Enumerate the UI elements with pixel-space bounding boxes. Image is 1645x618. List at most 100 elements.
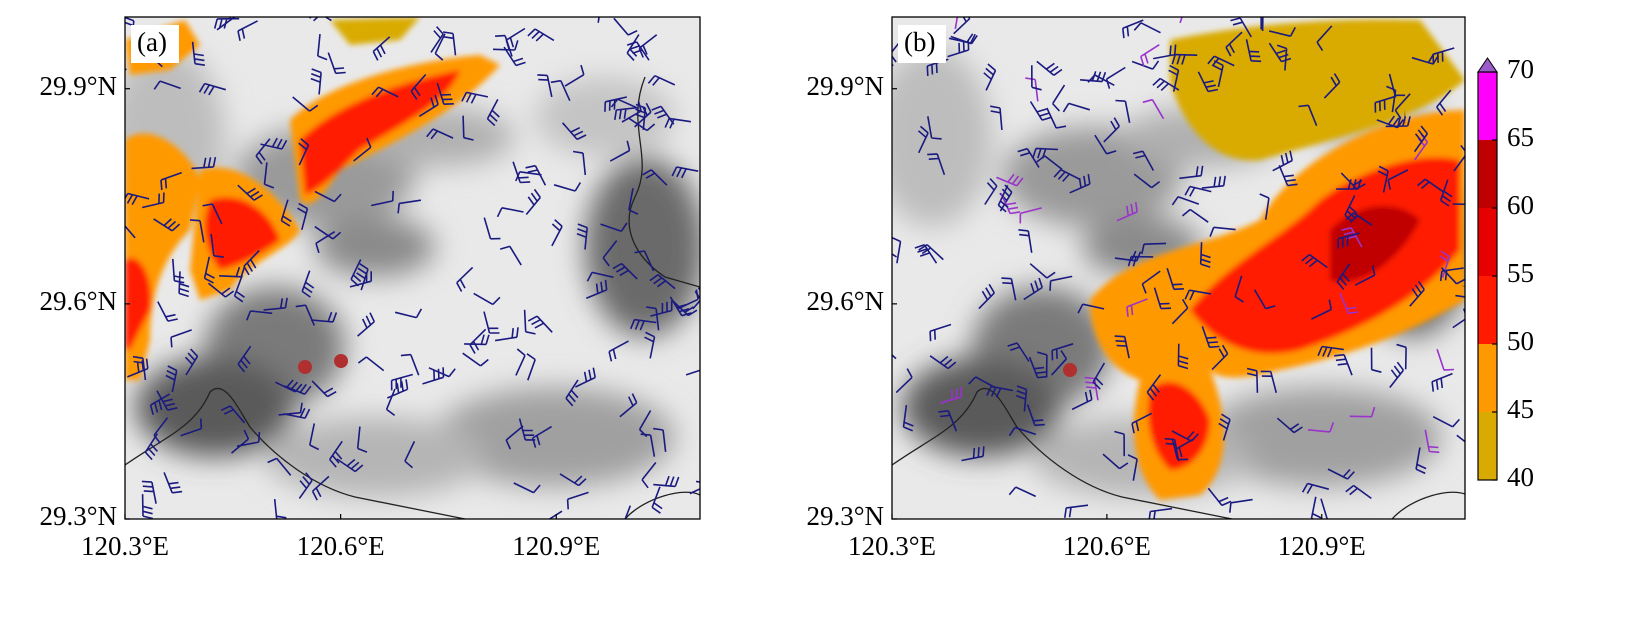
- wind-barb: [314, 225, 342, 240]
- wind-barb: [207, 282, 235, 298]
- wind-barb: [280, 199, 292, 227]
- wind-barb: [191, 156, 217, 170]
- wind-barb: [1317, 345, 1344, 358]
- wind-barb: [1114, 335, 1130, 359]
- wind-barb: [1000, 193, 1021, 215]
- wind-barb: [486, 99, 500, 127]
- wind-barb: [1177, 343, 1189, 370]
- colorbar-segment: [1478, 412, 1497, 480]
- wind-barb: [1416, 178, 1444, 193]
- panel-label: (a): [137, 27, 167, 57]
- wind-barb: [1413, 125, 1429, 153]
- wind-barb: [1132, 150, 1155, 171]
- wind-barb: [461, 91, 489, 104]
- wind-barb: [371, 86, 399, 98]
- wind-barb: [1023, 277, 1043, 301]
- wind-barb: [260, 137, 288, 150]
- wind-barb: [653, 475, 680, 488]
- y-tick-label: 29.9°N: [806, 71, 884, 101]
- wind-barb: [213, 17, 240, 29]
- wind-barb: [219, 266, 246, 278]
- wind-barb: [1053, 168, 1081, 182]
- wind-barb: [1345, 484, 1372, 500]
- wind-barb: [1424, 429, 1440, 454]
- wind-barb: [1316, 25, 1333, 52]
- wind-barb: [948, 33, 976, 44]
- wind-barb: [1025, 77, 1039, 102]
- wind-barb: [634, 103, 647, 130]
- colorbar-segment: [1478, 344, 1497, 412]
- wind-barb: [634, 250, 655, 272]
- wind-barb: [1181, 208, 1209, 223]
- wind-barb: [1387, 169, 1409, 190]
- colorbar-tick-label: 50: [1507, 326, 1534, 356]
- wind-barb: [968, 376, 996, 389]
- wind-barb: [1452, 308, 1465, 329]
- wind-barb: [565, 379, 579, 407]
- wind-barb: [237, 345, 252, 373]
- colorbar-tick-label: 55: [1507, 258, 1534, 288]
- wind-barb: [1133, 22, 1161, 34]
- wind-barb: [1209, 226, 1236, 237]
- wind-barb: [1409, 280, 1425, 307]
- wind-barb: [1260, 17, 1262, 30]
- wind-barb: [1029, 101, 1052, 121]
- wind-barb: [1103, 117, 1120, 143]
- wind-barb: [585, 279, 608, 299]
- wind-barb: [1388, 73, 1406, 97]
- wind-barb: [1229, 498, 1253, 513]
- wind-barb: [210, 233, 224, 258]
- wind-barb: [548, 510, 563, 519]
- wind-barb: [496, 207, 524, 218]
- map-panel: [125, 17, 700, 519]
- wind-barb: [442, 31, 457, 56]
- wind-barb: [1166, 268, 1184, 291]
- wind-barb: [1133, 173, 1161, 189]
- wind-barb: [1301, 253, 1328, 269]
- colorbar-segment: [1478, 208, 1497, 276]
- wind-barb: [1001, 277, 1017, 301]
- wind-barb: [1376, 115, 1404, 129]
- x-tick-label: 120.6°E: [297, 531, 385, 561]
- reflectivity: [1090, 19, 1465, 500]
- wind-barb: [390, 373, 414, 391]
- wind-barb: [353, 137, 372, 162]
- wind-barb: [1278, 164, 1298, 187]
- wind-barb: [537, 74, 553, 98]
- wind-barb: [1268, 27, 1297, 37]
- wind-barb: [1276, 417, 1303, 434]
- wind-barb: [1436, 89, 1452, 116]
- wind-barb: [125, 224, 136, 239]
- wind-barb: [629, 318, 657, 331]
- wind-barb: [559, 473, 587, 487]
- wind-barb: [512, 161, 531, 184]
- wind-barb: [576, 223, 588, 250]
- wind-barb: [1201, 175, 1226, 189]
- wind-barb: [1084, 376, 1099, 401]
- wind-barb: [1131, 412, 1152, 434]
- wind-barb: [202, 203, 223, 225]
- wind-barb: [1008, 426, 1037, 437]
- wind-barb: [518, 418, 536, 441]
- wind-barb: [612, 262, 638, 280]
- wind-barb: [255, 138, 271, 165]
- wind-barb: [1225, 31, 1243, 57]
- wind-barb: [1307, 422, 1335, 433]
- wind-barb: [1272, 150, 1293, 172]
- wind-barb: [163, 472, 183, 494]
- wind-barb: [397, 199, 422, 214]
- wind-barb: [961, 446, 985, 462]
- wind-barb: [1046, 107, 1067, 129]
- wind-barb: [317, 34, 328, 61]
- wind-barb: [604, 96, 627, 112]
- wind-barb: [1207, 487, 1232, 507]
- x-tick-label: 120.6°E: [1063, 531, 1151, 561]
- wind-barb: [237, 20, 258, 41]
- wind-barb: [1396, 343, 1407, 370]
- wind-barb: [1115, 99, 1131, 123]
- wind-barb: [1148, 507, 1173, 519]
- wind-barb: [329, 440, 343, 468]
- wind-barb: [628, 117, 656, 132]
